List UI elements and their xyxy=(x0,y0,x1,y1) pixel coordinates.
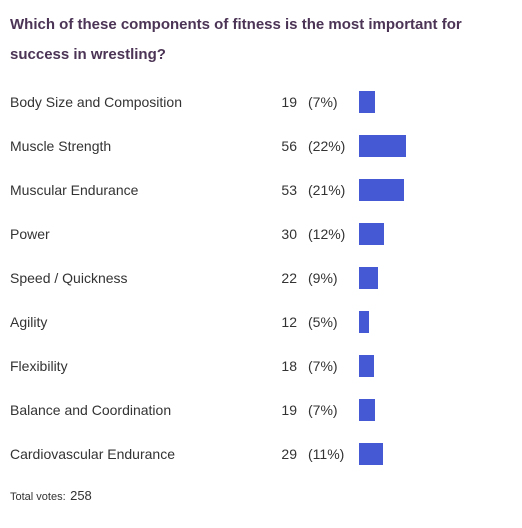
option-percent: (5%) xyxy=(308,314,338,330)
option-result-bar xyxy=(359,267,378,289)
option-result-bar xyxy=(359,311,369,333)
option-percent: (11%) xyxy=(308,446,345,462)
option-label: Power xyxy=(10,226,50,242)
option-result-bar xyxy=(359,223,384,245)
poll-option-row: Cardiovascular Endurance 29 (11%) xyxy=(0,442,522,466)
option-result-bar xyxy=(359,135,406,157)
option-percent: (12%) xyxy=(308,226,346,242)
option-vote-count: 19 xyxy=(281,94,297,110)
poll-option-row: Muscle Strength 56 (22%) xyxy=(0,134,522,158)
option-label: Agility xyxy=(10,314,48,330)
option-result-bar xyxy=(359,399,375,421)
option-label: Speed / Quickness xyxy=(10,270,128,286)
option-vote-count: 12 xyxy=(281,314,297,330)
option-vote-count: 56 xyxy=(281,138,297,154)
poll-option-row: Agility 12 (5%) xyxy=(0,310,522,334)
poll-option-row: Muscular Endurance 53 (21%) xyxy=(0,178,522,202)
option-percent: (9%) xyxy=(308,270,338,286)
poll-option-row: Flexibility 18 (7%) xyxy=(0,354,522,378)
option-percent: (21%) xyxy=(308,182,346,198)
poll-option-row: Balance and Coordination 19 (7%) xyxy=(0,398,522,422)
option-result-bar xyxy=(359,443,383,465)
option-vote-count: 53 xyxy=(281,182,297,198)
option-vote-count: 22 xyxy=(281,270,297,286)
option-vote-count: 30 xyxy=(281,226,297,242)
option-vote-count: 29 xyxy=(281,446,297,462)
option-percent: (7%) xyxy=(308,402,338,418)
option-label: Balance and Coordination xyxy=(10,402,172,418)
option-label: Cardiovascular Endurance xyxy=(10,446,175,462)
option-percent: (7%) xyxy=(308,358,338,374)
option-percent: (7%) xyxy=(308,94,338,110)
poll-option-row: Speed / Quickness 22 (9%) xyxy=(0,266,522,290)
poll-question: Which of these components of fitness is … xyxy=(10,16,462,63)
option-result-bar xyxy=(359,91,375,113)
poll-option-row: Power 30 (12%) xyxy=(0,222,522,246)
option-result-bar xyxy=(359,355,374,377)
option-label: Body Size and Composition xyxy=(10,94,182,110)
option-label: Flexibility xyxy=(10,358,68,374)
total-votes-label: Total votes: xyxy=(10,491,66,503)
option-vote-count: 19 xyxy=(281,402,297,418)
total-votes: Total votes: 258 xyxy=(10,486,92,507)
option-label: Muscle Strength xyxy=(10,138,112,154)
option-percent: (22%) xyxy=(308,138,346,154)
option-vote-count: 18 xyxy=(281,358,297,374)
option-label: Muscular Endurance xyxy=(10,182,139,198)
option-result-bar xyxy=(359,179,404,201)
poll-option-row: Body Size and Composition 19 (7%) xyxy=(0,90,522,114)
total-votes-value: 258 xyxy=(70,488,92,503)
